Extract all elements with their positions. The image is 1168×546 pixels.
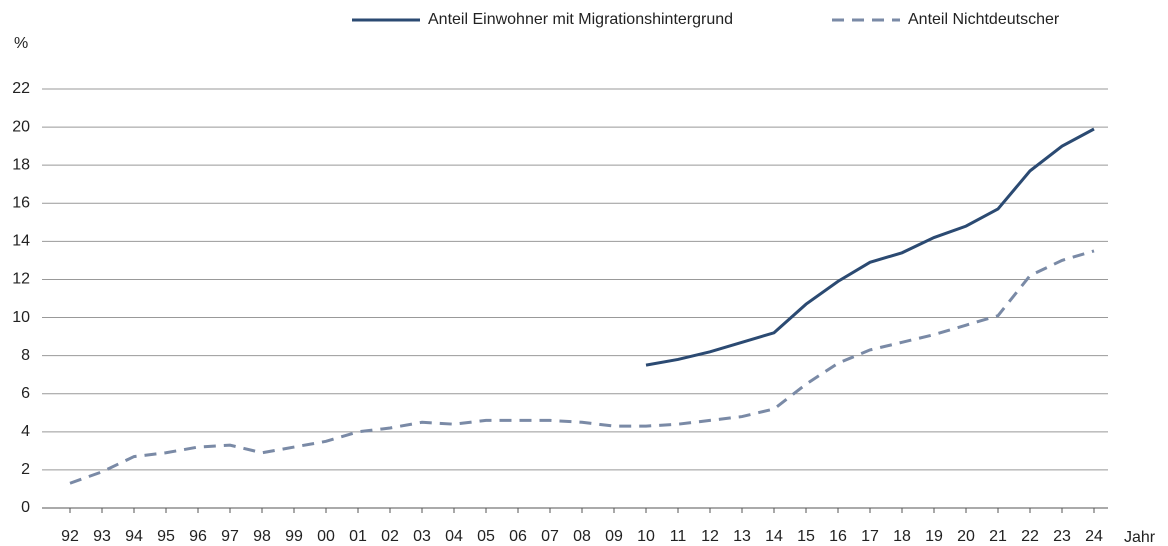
y-tick-label: 2 — [21, 461, 30, 478]
x-tick-label: 92 — [61, 528, 79, 545]
x-tick-label: 17 — [861, 528, 879, 545]
legend-label: Anteil Nichtdeutscher — [908, 11, 1060, 28]
x-tick-label: 16 — [829, 528, 847, 545]
series-line — [69, 249, 1095, 485]
x-tick-label: 13 — [733, 528, 751, 545]
y-tick-label: 22 — [12, 80, 30, 97]
x-tick-label: 11 — [670, 528, 687, 545]
x-tick-label: 95 — [157, 528, 175, 545]
y-tick-label: 12 — [12, 271, 30, 288]
x-tick-label: 09 — [605, 528, 623, 545]
x-tick-label: 02 — [381, 528, 399, 545]
x-tick-label: 97 — [221, 528, 239, 545]
y-tick-label: 0 — [21, 499, 30, 516]
legend-label: Anteil Einwohner mit Migrationshintergru… — [428, 11, 733, 28]
x-tick-label: 22 — [1021, 528, 1039, 545]
x-tick-label: 93 — [93, 528, 111, 545]
y-tick-label: 10 — [12, 309, 30, 326]
x-axis-label: Jahr — [1124, 529, 1156, 546]
y-tick-label: 16 — [12, 194, 30, 211]
x-tick-label: 07 — [541, 528, 559, 545]
x-tick-label: 01 — [349, 528, 367, 545]
y-tick-label: 8 — [21, 347, 30, 364]
x-tick-label: 08 — [573, 528, 591, 545]
x-tick-label: 03 — [413, 528, 431, 545]
x-tick-label: 98 — [253, 528, 271, 545]
y-tick-label: 4 — [21, 423, 30, 440]
x-tick-label: 19 — [925, 528, 943, 545]
x-tick-label: 23 — [1053, 528, 1071, 545]
x-tick-label: 21 — [989, 528, 1007, 545]
x-tick-label: 06 — [509, 528, 527, 545]
y-tick-label: 6 — [21, 385, 30, 402]
x-tick-label: 24 — [1085, 528, 1103, 545]
x-tick-label: 00 — [317, 528, 335, 545]
y-tick-label: 20 — [12, 118, 30, 135]
x-tick-label: 15 — [797, 528, 815, 545]
series-line — [645, 127, 1095, 367]
y-tick-label: 18 — [12, 156, 30, 173]
x-tick-label: 20 — [957, 528, 975, 545]
x-tick-label: 04 — [445, 528, 463, 545]
x-tick-label: 05 — [477, 528, 495, 545]
x-tick-label: 10 — [637, 528, 655, 545]
y-tick-label: 14 — [12, 233, 30, 250]
x-tick-label: 14 — [765, 528, 783, 545]
x-tick-label: 94 — [125, 528, 143, 545]
y-axis-label: % — [14, 35, 28, 52]
x-tick-label: 12 — [701, 528, 719, 545]
x-tick-label: 18 — [893, 528, 911, 545]
x-tick-label: 96 — [189, 528, 207, 545]
x-tick-label: 99 — [285, 528, 303, 545]
